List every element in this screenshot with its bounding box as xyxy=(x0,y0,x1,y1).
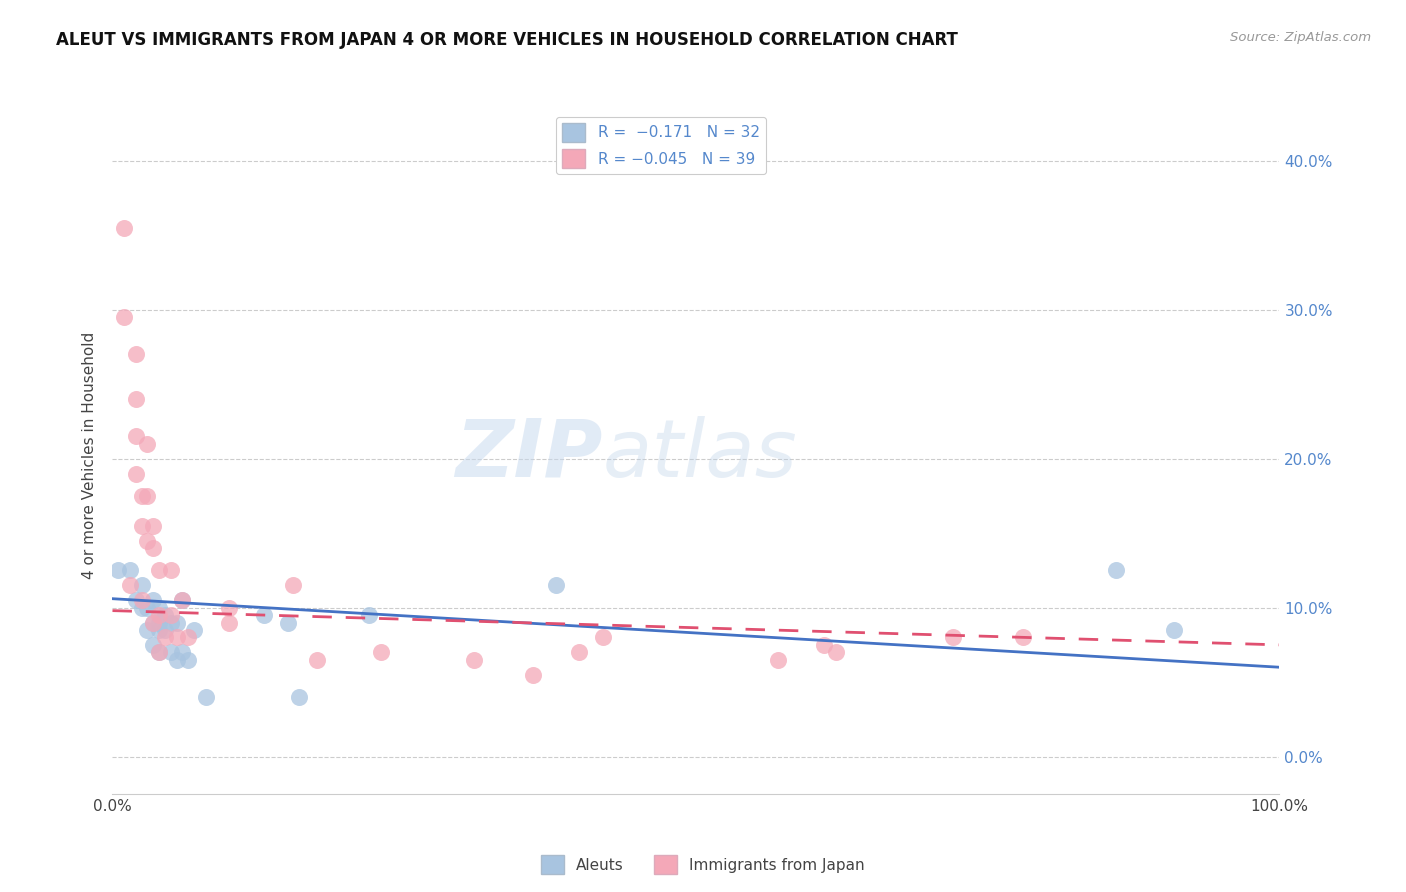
Point xyxy=(942,631,965,645)
Point xyxy=(148,645,170,659)
Point xyxy=(118,578,141,592)
Point xyxy=(166,631,188,645)
Point xyxy=(131,578,153,592)
Point xyxy=(118,563,141,577)
Point xyxy=(166,615,188,630)
Point xyxy=(136,600,159,615)
Point xyxy=(148,645,170,659)
Text: atlas: atlas xyxy=(603,416,797,494)
Point xyxy=(172,593,194,607)
Point xyxy=(148,623,170,637)
Point xyxy=(253,608,276,623)
Point xyxy=(148,600,170,615)
Point xyxy=(813,638,835,652)
Point xyxy=(172,593,194,607)
Point xyxy=(194,690,217,704)
Point xyxy=(125,593,148,607)
Point xyxy=(136,436,159,450)
Point xyxy=(136,533,159,548)
Text: ALEUT VS IMMIGRANTS FROM JAPAN 4 OR MORE VEHICLES IN HOUSEHOLD CORRELATION CHART: ALEUT VS IMMIGRANTS FROM JAPAN 4 OR MORE… xyxy=(56,31,957,49)
Point xyxy=(142,638,165,652)
Point xyxy=(142,593,165,607)
Point xyxy=(276,615,298,630)
Point xyxy=(1105,563,1128,577)
Point xyxy=(166,653,188,667)
Point xyxy=(112,310,135,324)
Point xyxy=(125,347,148,361)
Point xyxy=(177,631,200,645)
Point xyxy=(142,541,165,555)
Point xyxy=(153,608,176,623)
Legend: Aleuts, Immigrants from Japan: Aleuts, Immigrants from Japan xyxy=(534,849,872,880)
Text: ZIP: ZIP xyxy=(456,416,603,494)
Point xyxy=(112,220,135,235)
Point xyxy=(592,631,614,645)
Point xyxy=(160,608,183,623)
Point xyxy=(125,392,148,406)
Point xyxy=(136,623,159,637)
Point xyxy=(160,615,183,630)
Legend: R =  −0.171   N = 32, R = −0.045   N = 39: R = −0.171 N = 32, R = −0.045 N = 39 xyxy=(557,117,766,174)
Point xyxy=(107,563,129,577)
Point xyxy=(288,690,311,704)
Point xyxy=(522,667,544,681)
Point xyxy=(125,467,148,481)
Point xyxy=(825,645,848,659)
Point xyxy=(148,608,170,623)
Point xyxy=(142,615,165,630)
Point xyxy=(136,489,159,503)
Point xyxy=(1163,623,1185,637)
Point xyxy=(544,578,567,592)
Point xyxy=(131,489,153,503)
Point xyxy=(142,615,165,630)
Point xyxy=(370,645,392,659)
Point xyxy=(218,600,240,615)
Point xyxy=(148,615,170,630)
Point xyxy=(177,653,200,667)
Point xyxy=(766,653,789,667)
Point xyxy=(131,600,153,615)
Point xyxy=(463,653,485,667)
Point xyxy=(160,563,183,577)
Point xyxy=(142,518,165,533)
Point xyxy=(218,615,240,630)
Point xyxy=(359,608,381,623)
Point xyxy=(305,653,328,667)
Point xyxy=(568,645,591,659)
Point xyxy=(1011,631,1033,645)
Point xyxy=(183,623,205,637)
Y-axis label: 4 or more Vehicles in Household: 4 or more Vehicles in Household xyxy=(82,331,97,579)
Point xyxy=(148,563,170,577)
Point xyxy=(160,645,183,659)
Point xyxy=(153,623,176,637)
Point xyxy=(172,645,194,659)
Point xyxy=(283,578,305,592)
Point xyxy=(131,593,153,607)
Point xyxy=(131,518,153,533)
Point xyxy=(125,429,148,443)
Point xyxy=(153,631,176,645)
Text: Source: ZipAtlas.com: Source: ZipAtlas.com xyxy=(1230,31,1371,45)
